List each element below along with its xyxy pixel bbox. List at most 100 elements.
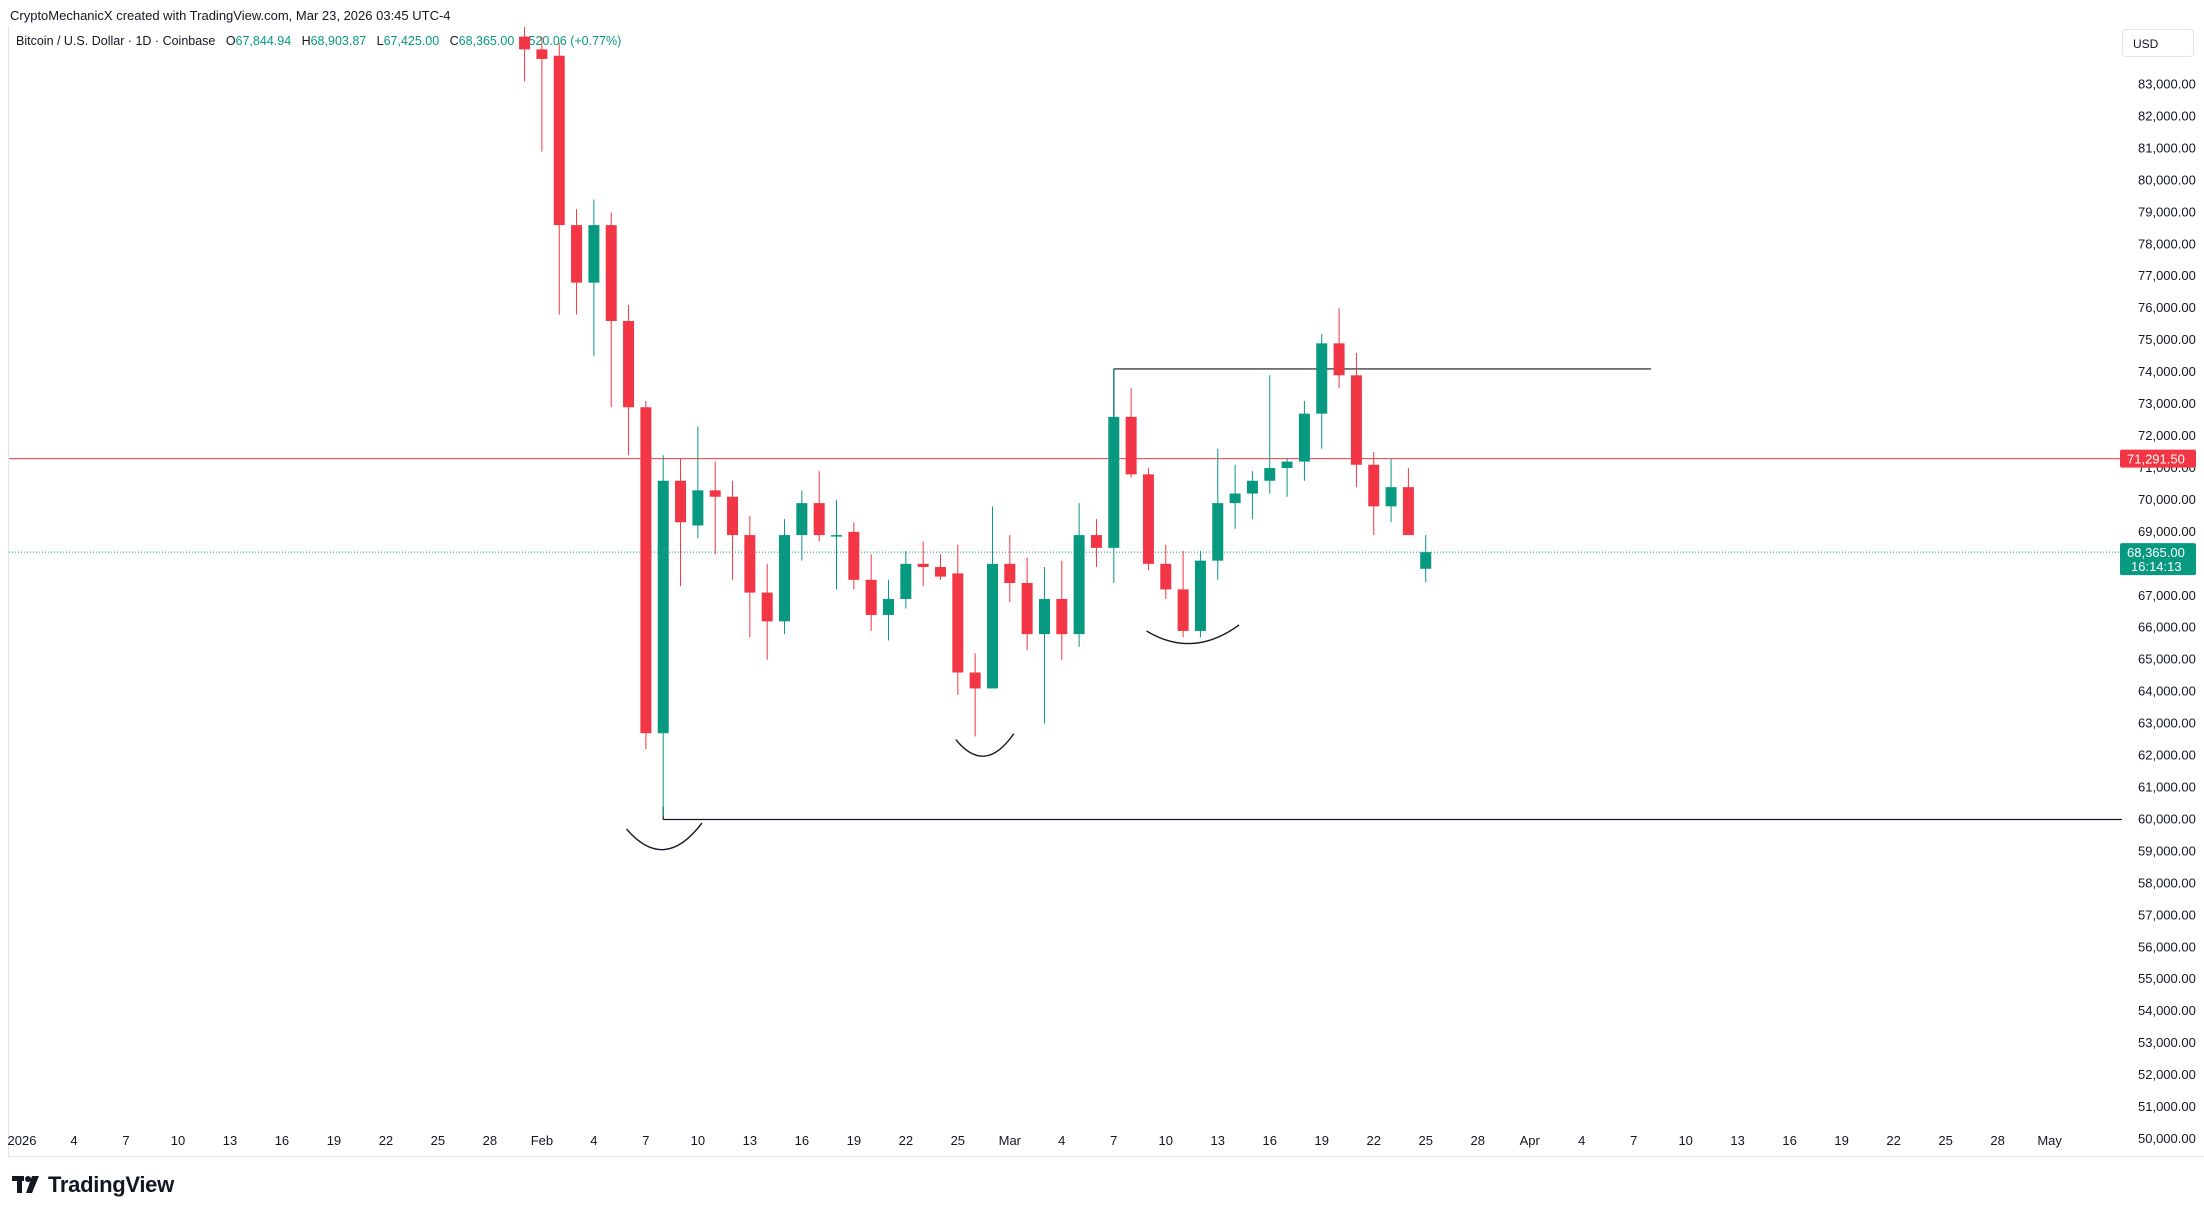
candle-body <box>952 573 964 673</box>
candle-body <box>1021 583 1033 635</box>
y-tick-label: 63,000.00 <box>2138 716 2196 731</box>
currency-selector[interactable]: USD <box>2122 29 2194 57</box>
candle-body <box>692 490 704 526</box>
y-tick-label: 66,000.00 <box>2138 620 2196 635</box>
candle-body <box>865 579 877 615</box>
red-price-tag <box>2120 449 2196 468</box>
x-tick-label: 22 <box>379 1133 393 1148</box>
x-tick-label: 16 <box>275 1133 289 1148</box>
y-tick-label: 75,000.00 <box>2138 332 2196 347</box>
annotation-arc <box>626 822 703 851</box>
x-tick-label: May <box>2037 1133 2062 1148</box>
y-tick-label: 54,000.00 <box>2138 1003 2196 1018</box>
y-tick-label: 70,000.00 <box>2138 492 2196 507</box>
x-tick-label: 25 <box>431 1133 445 1148</box>
candle-body <box>727 496 739 536</box>
close-label: C <box>449 34 459 48</box>
x-tick-label: 28 <box>1470 1133 1484 1148</box>
candle-body <box>934 567 946 577</box>
annotation-arc <box>1146 624 1240 645</box>
x-tick-label: 22 <box>1886 1133 1900 1148</box>
low-value: 67,425.00 <box>383 34 440 48</box>
candle-body <box>796 503 808 536</box>
y-tick-label: 83,000.00 <box>2138 77 2196 92</box>
candle-body <box>883 598 894 615</box>
candle-body <box>1125 416 1137 475</box>
candle-body <box>1194 560 1206 631</box>
current-price-label: 68,365.00 <box>2127 545 2185 560</box>
candle-body <box>588 225 600 283</box>
candle-body <box>1212 503 1224 561</box>
x-tick-label: 25 <box>1418 1133 1432 1148</box>
tradingview-logo[interactable]: TradingView <box>12 1172 174 1198</box>
high-value: 68,903.87 <box>310 34 367 48</box>
x-tick-label: 22 <box>899 1133 913 1148</box>
x-tick-label: 2026 <box>8 1133 37 1148</box>
candle-body <box>605 225 617 321</box>
candle-body <box>1073 535 1085 635</box>
symbol-legend: Bitcoin / U.S. Dollar · 1D · Coinbase O6… <box>16 34 621 48</box>
chart-credit: CryptoMechanicX created with TradingView… <box>10 8 451 23</box>
y-tick-label: 57,000.00 <box>2138 907 2196 922</box>
y-tick-label: 74,000.00 <box>2138 364 2196 379</box>
candle-body <box>831 535 843 537</box>
y-tick-label: 72,000.00 <box>2138 428 2196 443</box>
x-tick-label: Apr <box>1520 1133 1541 1148</box>
close-value: 68,365.00 <box>458 34 515 48</box>
y-tick-label: 82,000.00 <box>2138 108 2196 123</box>
candle-body <box>917 563 929 568</box>
candle-body <box>640 407 652 734</box>
current-price-tag <box>2120 543 2196 576</box>
open-value: 67,844.94 <box>235 34 292 48</box>
candle-body <box>657 480 669 734</box>
chart-frame <box>8 26 2204 1157</box>
open-label: O <box>225 34 236 48</box>
candle-body <box>1160 563 1172 590</box>
candle-body <box>519 36 531 50</box>
x-tick-label: 13 <box>743 1133 757 1148</box>
y-tick-label: 69,000.00 <box>2138 524 2196 539</box>
red-price-label: 71,291.50 <box>2127 452 2185 467</box>
change-value: +520.06 (+0.77%) <box>521 34 622 48</box>
y-tick-label: 62,000.00 <box>2138 748 2196 763</box>
y-tick-label: 80,000.00 <box>2138 172 2196 187</box>
x-tick-label: 16 <box>795 1133 809 1148</box>
candle-body <box>848 531 860 580</box>
x-tick-label: 25 <box>951 1133 965 1148</box>
y-tick-label: 61,000.00 <box>2138 780 2196 795</box>
x-tick-label: 4 <box>70 1133 77 1148</box>
symbol-name[interactable]: Bitcoin / U.S. Dollar · 1D · Coinbase <box>16 34 216 48</box>
candle-body <box>1177 589 1189 631</box>
countdown-label: 16:14:13 <box>2131 559 2182 574</box>
candle-body <box>1229 493 1241 504</box>
candle-body <box>1108 416 1120 548</box>
y-tick-label: 59,000.00 <box>2138 843 2196 858</box>
candle-body <box>1264 467 1276 481</box>
candle-body <box>1368 464 1380 507</box>
candle-body <box>969 672 981 689</box>
candle-body <box>1090 535 1102 548</box>
candle-body <box>571 225 583 283</box>
x-tick-label: 4 <box>590 1133 597 1148</box>
x-tick-label: 28 <box>1990 1133 2004 1148</box>
brand-name: TradingView <box>48 1172 174 1197</box>
x-tick-label: 19 <box>1834 1133 1848 1148</box>
y-tick-label: 73,000.00 <box>2138 396 2196 411</box>
low-label: L <box>376 34 384 48</box>
candle-body <box>709 490 721 497</box>
y-tick-label: 67,000.00 <box>2138 588 2196 603</box>
candle-body <box>1333 343 1345 376</box>
candle-body <box>1038 598 1050 635</box>
high-label: H <box>301 34 311 48</box>
x-tick-label: 19 <box>847 1133 861 1148</box>
candle-body <box>536 49 548 59</box>
candle-body <box>1281 461 1293 468</box>
y-tick-label: 81,000.00 <box>2138 140 2196 155</box>
x-tick-label: 25 <box>1938 1133 1952 1148</box>
x-tick-label: 7 <box>642 1133 649 1148</box>
candle-body <box>1420 552 1432 569</box>
candle-body <box>553 55 565 226</box>
candle-body <box>623 320 635 408</box>
x-tick-label: 19 <box>327 1133 341 1148</box>
